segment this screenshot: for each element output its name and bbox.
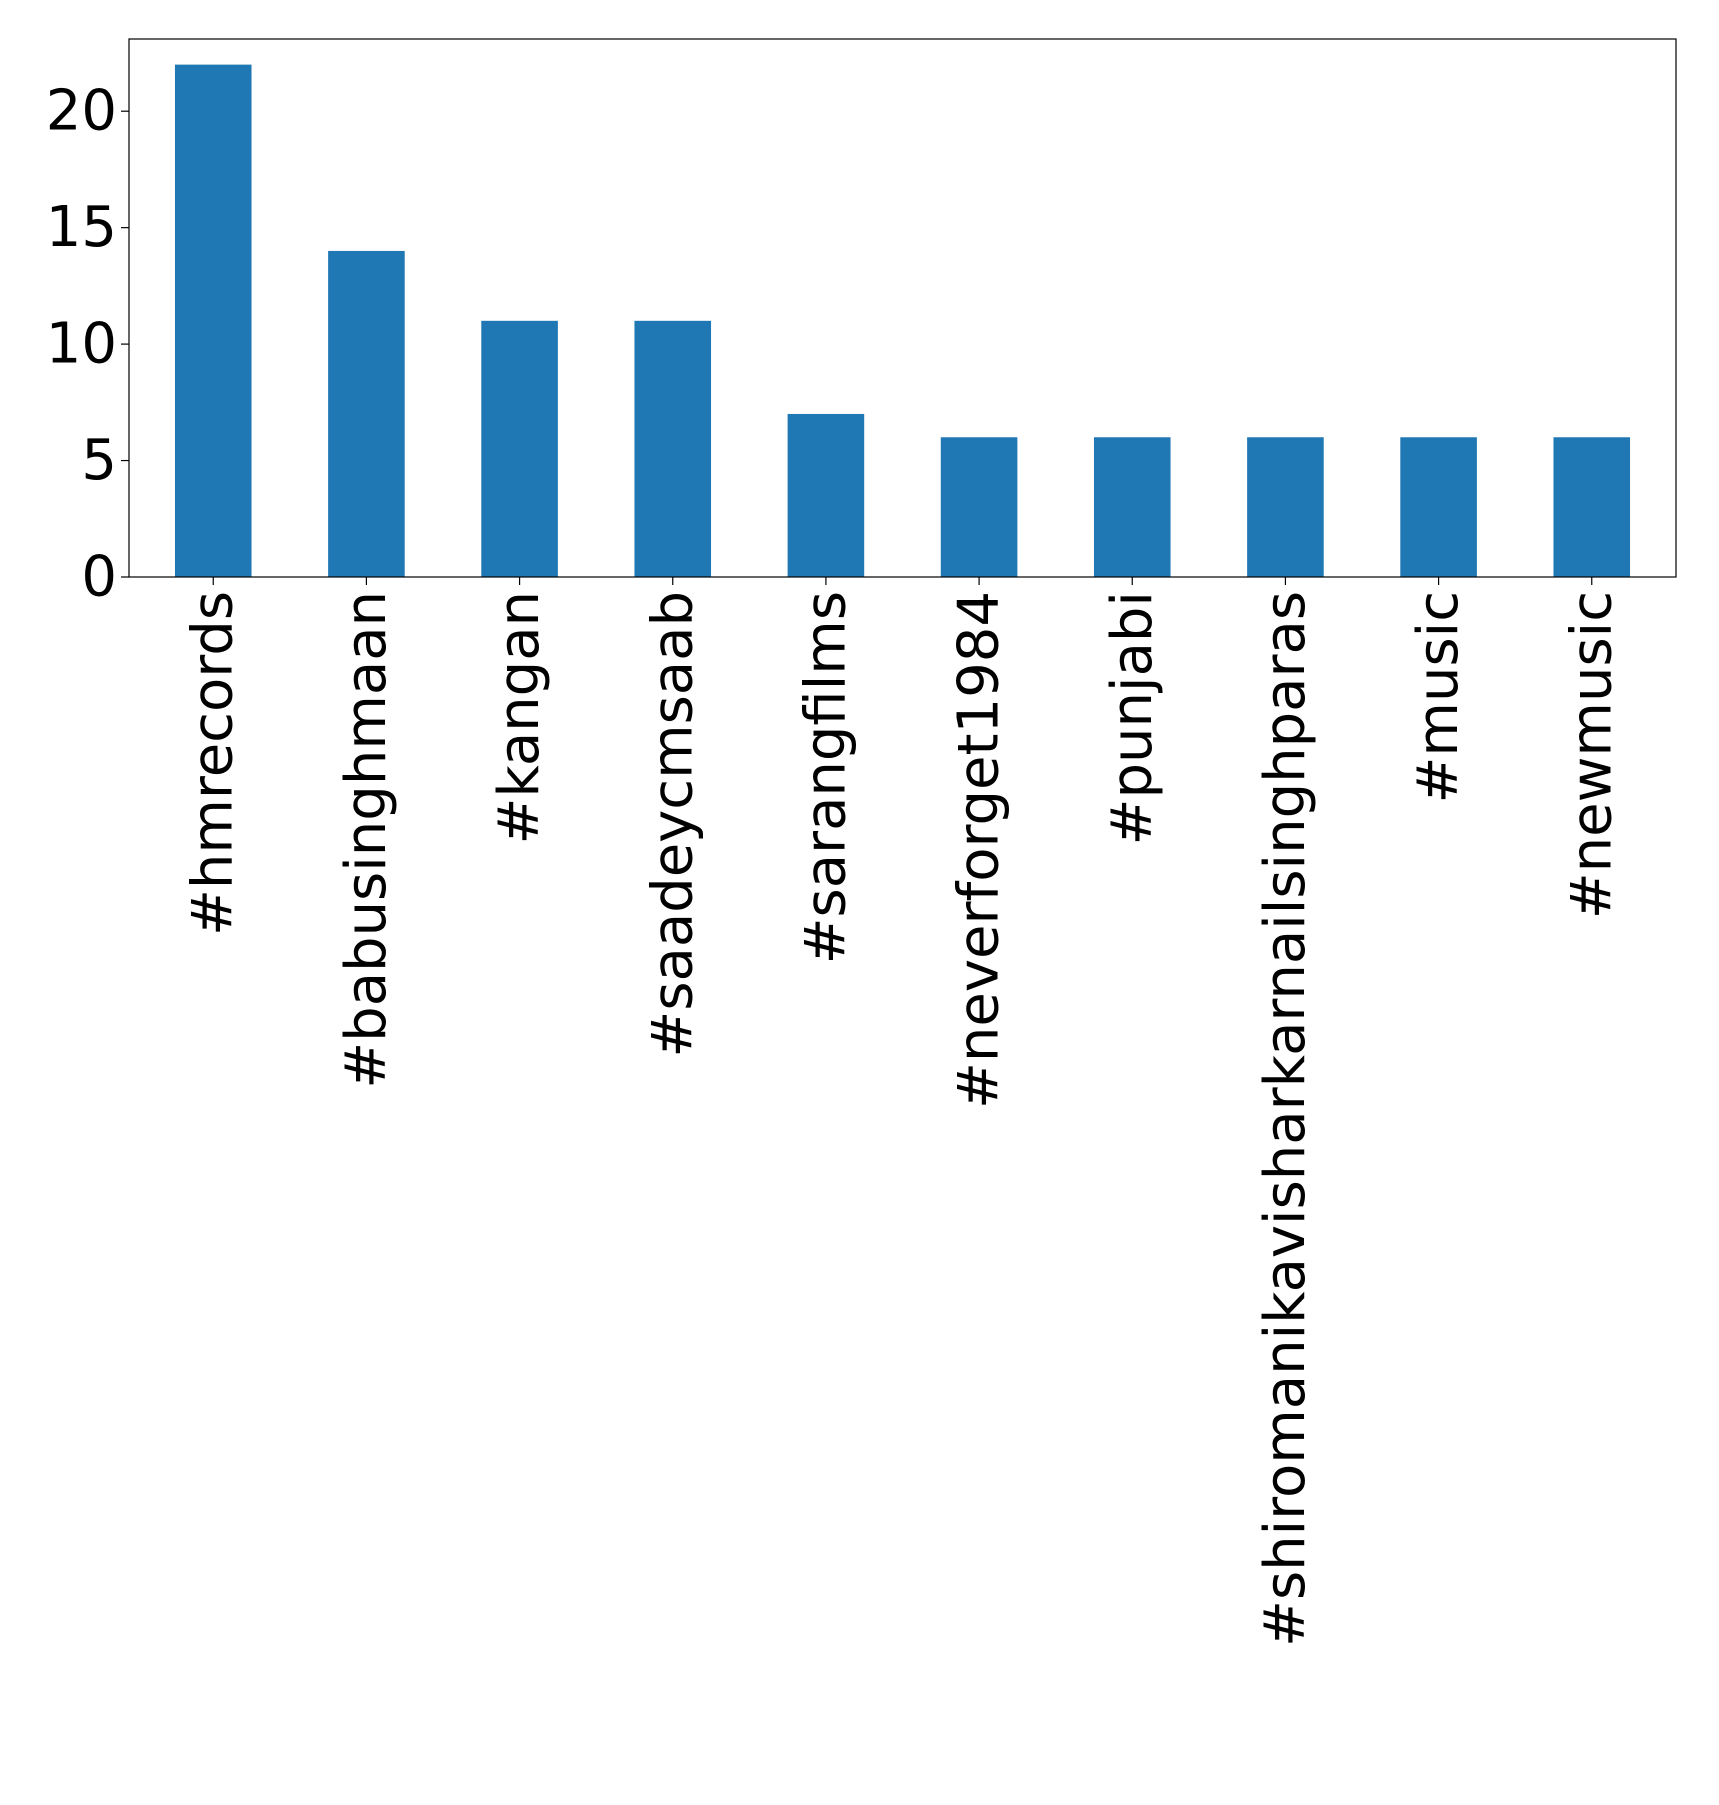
bar-saadeycmsaab [634,320,712,577]
bar-shiromanikavisharkarnailsinghparas [1247,437,1324,577]
bar-babusinghmaan [328,250,405,577]
y-tick-label: 5 [81,428,117,493]
x-tick-label: #babusinghmaan [334,591,399,1089]
bars-group [174,64,1631,578]
y-tick-label: 0 [81,545,117,610]
bar-punjabi [1093,437,1171,577]
x-tick-label: #newmusic [1559,591,1624,919]
axes-frame [128,38,1677,578]
bar-kangan [481,320,558,577]
y-tick-label: 10 [46,312,117,377]
x-tick-label: #neverforget1984 [947,591,1012,1109]
x-tick-label: #hmrecords [181,591,246,936]
bar-sarangfilms [787,413,865,577]
x-tick-label: #music [1406,591,1471,804]
x-axis: #hmrecords #babusinghmaan #kangan #saadeycm… [181,577,1624,1647]
bar-music [1400,437,1477,577]
x-tick-label: #kangan [487,591,552,845]
x-tick-label: #saadeycmsaab [640,591,705,1058]
x-tick-label: #sarangfilms [793,591,858,964]
y-tick-label: 15 [46,195,117,260]
bar-newmusic [1553,437,1631,577]
x-tick-label: #shiromanikavisharkarnailsinghparas [1253,591,1318,1647]
y-axis: 0 5 10 15 20 [46,79,129,610]
y-tick-label: 20 [46,79,117,144]
bar-neverforget1984 [940,437,1018,577]
bar-hmrecords [174,64,252,578]
x-tick-label: #punjabi [1100,591,1165,845]
